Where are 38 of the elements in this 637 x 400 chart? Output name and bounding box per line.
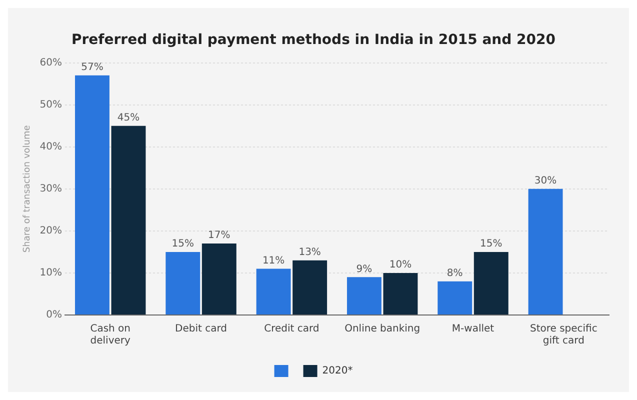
data-label: 13%: [298, 246, 321, 258]
legend-label: 2020*: [322, 366, 353, 377]
bar: [528, 188, 563, 314]
data-label: 10%: [389, 260, 412, 271]
bar: [474, 252, 508, 314]
chart-title: Preferred digital payment methods in India in 2015 and 2020: [72, 32, 556, 48]
x-tick-label: Debit card: [175, 324, 228, 335]
bar: [166, 252, 200, 314]
data-label: 30%: [534, 175, 557, 186]
x-tick-label: Credit card: [264, 324, 320, 335]
y-tick-label: 50%: [40, 99, 62, 110]
y-tick-label: 60%: [40, 57, 62, 68]
bar: [383, 272, 418, 314]
data-label: 9%: [356, 264, 372, 275]
y-tick-label: 20%: [40, 226, 62, 237]
x-tick-label: M-wallet: [452, 324, 494, 335]
data-label: 15%: [172, 238, 194, 250]
x-tick-label: Store specific gift card: [530, 324, 598, 347]
bar: [438, 281, 472, 314]
data-label: 45%: [117, 112, 140, 124]
x-tick-label: Online banking: [344, 324, 420, 335]
data-label: 8%: [446, 268, 463, 279]
bar: [111, 126, 146, 314]
y-tick-label: 30%: [40, 183, 62, 194]
bar: [75, 75, 110, 314]
y-tick-label: 0%: [46, 310, 62, 321]
data-label: 17%: [208, 230, 230, 242]
bar: [346, 277, 382, 314]
y-tick-label: 10%: [40, 268, 62, 279]
bar: [256, 268, 291, 314]
data-label: 15%: [480, 238, 502, 250]
y-axis-title: Share of transaction volume: [22, 124, 33, 253]
y-tick-label: 40%: [40, 141, 62, 152]
data-label: 11%: [262, 255, 285, 266]
x-tick-label: Cash on delivery: [90, 324, 131, 347]
bar: [202, 244, 236, 314]
data-label: 57%: [81, 62, 104, 74]
bar: [292, 260, 328, 314]
